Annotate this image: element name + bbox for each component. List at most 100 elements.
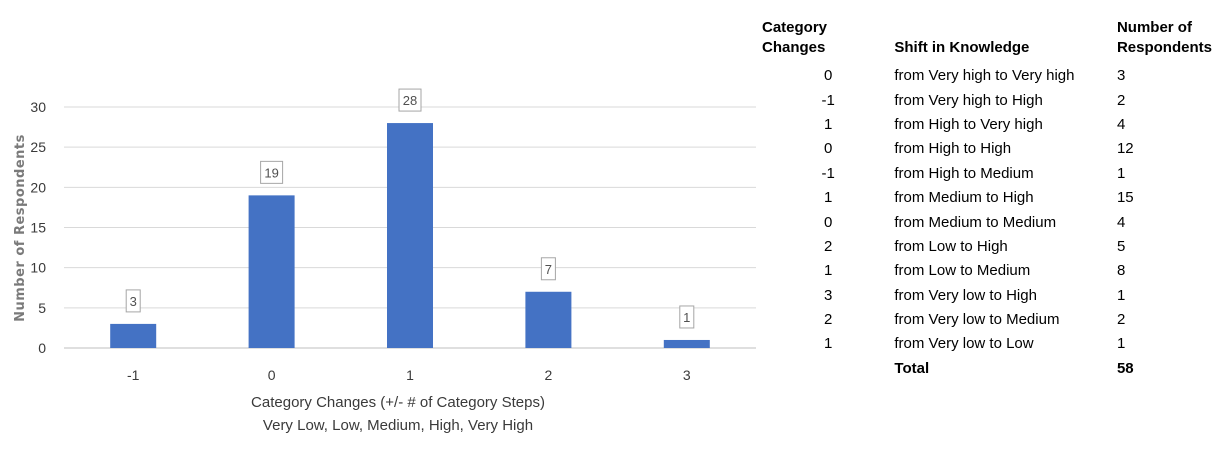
cell-respondents: 1: [1116, 164, 1126, 182]
table-header-row: Category Changes Shift in Knowledge Numb…: [762, 18, 1212, 64]
y-tick-label: 0: [38, 340, 46, 356]
table-total-row: Total 58: [762, 357, 1212, 381]
data-label-text: 3: [130, 294, 137, 309]
table-row: 2 from Very low to Medium 2: [762, 308, 1212, 332]
cell-shift: from High to Very high: [894, 115, 1043, 133]
cell-category-change: 0: [824, 140, 833, 158]
data-label: 28: [398, 88, 422, 112]
cell-shift: from High to Medium: [894, 164, 1034, 182]
data-label: 1: [679, 305, 695, 329]
y-tick-label: 10: [30, 260, 46, 276]
table-row: 2 from Low to High 5: [762, 235, 1212, 259]
cell-shift: from Low to Medium: [894, 262, 1031, 280]
cell-shift: from Very low to Low: [894, 335, 1034, 353]
data-label-box: [125, 289, 141, 313]
data-label-text: 19: [264, 165, 278, 180]
data-label: 7: [540, 257, 556, 281]
data-label-text: 1: [683, 310, 690, 325]
y-tick-label: 15: [30, 220, 46, 236]
y-tick-label: 5: [38, 300, 46, 316]
data-label-box: [679, 305, 695, 329]
table-row: 1 from Very low to Low 1: [762, 332, 1212, 356]
cell-shift: from Very high to High: [894, 91, 1043, 109]
cell-respondents: 1: [1116, 335, 1126, 353]
respondents-table: Category Changes Shift in Knowledge Numb…: [762, 18, 1212, 381]
table-row: -1 from Very high to High 2: [762, 88, 1212, 112]
y-tick-label: 30: [30, 99, 46, 115]
cell-category-change: -1: [821, 91, 835, 109]
x-axis-subtitle: Very Low, Low, Medium, High, Very High: [263, 417, 533, 434]
y-tick-label: 25: [30, 139, 46, 155]
header-category-changes: Category Changes: [762, 19, 828, 56]
y-axis-title: Number of Respondents: [13, 134, 28, 322]
cell-respondents: 2: [1116, 311, 1126, 329]
y-tick-label: 20: [30, 179, 46, 195]
cell-respondents: 15: [1116, 189, 1134, 207]
respondents-table-container: Category Changes Shift in Knowledge Numb…: [762, 18, 1212, 381]
cell-shift: from Medium to Medium: [894, 213, 1057, 231]
cell-shift: from Very high to Very high: [894, 67, 1075, 85]
bars: [110, 123, 710, 348]
table-row: 0 from Medium to Medium 4: [762, 210, 1212, 234]
cell-respondents: 2: [1116, 91, 1126, 109]
table-row: 1 from High to Very high 4: [762, 113, 1212, 137]
cell-respondents: 4: [1116, 115, 1126, 133]
total-label: Total: [894, 359, 930, 377]
data-labels: 3 19 28 7 1: [125, 88, 695, 329]
cell-respondents: 12: [1116, 140, 1134, 158]
cell-category-change: 1: [824, 335, 833, 353]
header-number-line1: Number of: [1116, 19, 1192, 36]
x-tick-label: -1: [127, 367, 140, 383]
total-empty-cell: [762, 357, 894, 381]
table-row: 0 from High to High 12: [762, 137, 1212, 161]
x-tick-label: 2: [545, 367, 553, 383]
cell-respondents: 8: [1116, 262, 1126, 280]
cell-category-change: 2: [824, 311, 833, 329]
bar: [248, 195, 295, 348]
data-label: 3: [125, 289, 141, 313]
table-row: 0 from Very high to Very high 3: [762, 64, 1212, 88]
x-tick-label: 3: [683, 367, 691, 383]
cell-category-change: 1: [824, 262, 833, 280]
cell-shift: from High to High: [894, 140, 1012, 158]
table-row: 1 from Low to Medium 8: [762, 259, 1212, 283]
cell-respondents: 3: [1116, 67, 1126, 85]
bar-chart: 0 5 10 15 20 25 30 3 19 28 7 1 -1 0 1 2 3 Number of Re…: [13, 88, 756, 434]
x-tick-label: 0: [268, 367, 276, 383]
x-tick-label: 1: [406, 367, 414, 383]
data-label-box: [398, 88, 422, 112]
table-body: 0 from Very high to Very high 3 -1 from Very…: [762, 64, 1212, 357]
cell-category-change: -1: [821, 164, 835, 182]
header-shift-in-knowledge: Shift in Knowledge: [894, 39, 1030, 56]
cell-shift: from Medium to High: [894, 189, 1034, 207]
cell-shift: from Very low to Medium: [894, 311, 1060, 329]
table-row: 1 from Medium to High 15: [762, 186, 1212, 210]
data-label-box: [540, 257, 556, 281]
cell-shift: from Low to High: [894, 237, 1008, 255]
cell-respondents: 5: [1116, 237, 1126, 255]
y-tick-labels: 0 5 10 15 20 25 30: [30, 99, 46, 356]
table-row: -1 from High to Medium 1: [762, 162, 1212, 186]
cell-shift: from Very low to High: [894, 286, 1037, 304]
header-number-line2: Respondents: [1116, 39, 1212, 56]
total-value: 58: [1116, 359, 1134, 377]
data-label-text: 7: [545, 262, 552, 277]
cell-respondents: 1: [1116, 286, 1126, 304]
cell-category-change: 1: [824, 189, 833, 207]
bar: [663, 339, 710, 348]
cell-respondents: 4: [1116, 213, 1126, 231]
cell-category-change: 1: [824, 115, 833, 133]
bar: [110, 323, 157, 348]
header-number-of-respondents: Number of Respondents: [1117, 18, 1212, 64]
bar: [525, 291, 572, 348]
x-axis-title: Category Changes (+/- # of Category Step…: [251, 394, 545, 411]
bar: [387, 123, 433, 348]
data-label-box: [260, 160, 284, 184]
table-row: 3 from Very low to High 1: [762, 284, 1212, 308]
x-tick-labels: -1 0 1 2 3: [127, 367, 691, 383]
cell-category-change: 2: [824, 237, 833, 255]
data-label: 19: [260, 160, 284, 184]
cell-category-change: 0: [824, 213, 833, 231]
cell-category-change: 3: [824, 286, 833, 304]
data-label-text: 28: [403, 93, 417, 108]
